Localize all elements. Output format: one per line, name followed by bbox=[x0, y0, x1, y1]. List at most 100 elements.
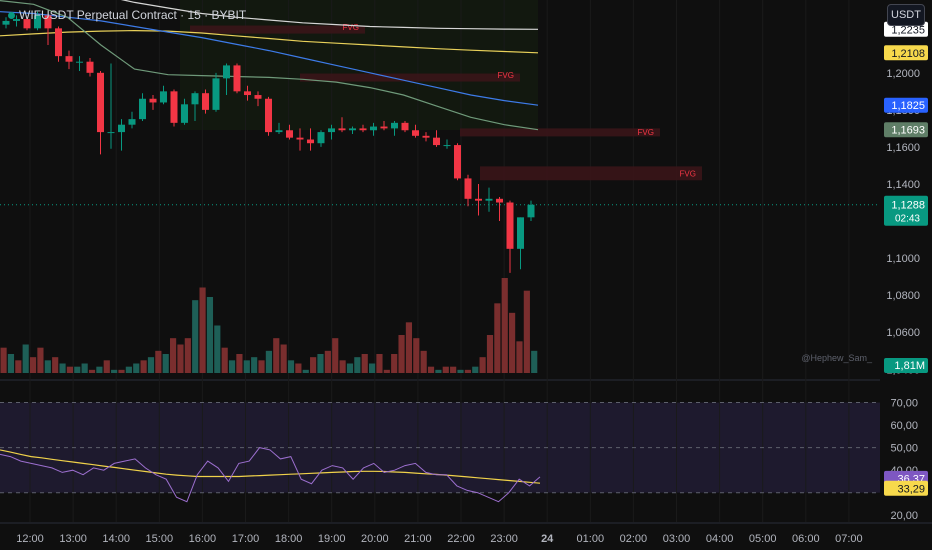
price-tick: 1,1600 bbox=[886, 142, 920, 154]
fvg-zone bbox=[460, 128, 660, 137]
time-tick: 13:00 bbox=[59, 533, 87, 545]
volume-bar bbox=[287, 360, 295, 373]
moving-averages bbox=[0, 0, 539, 131]
price-tick: 1,1000 bbox=[886, 253, 920, 265]
candle-body bbox=[412, 130, 419, 136]
candle-body bbox=[223, 65, 230, 79]
candle-body bbox=[527, 204, 535, 218]
candle-body bbox=[286, 130, 293, 138]
volume-bar bbox=[273, 338, 280, 373]
volume-bar bbox=[133, 363, 140, 373]
candle-body bbox=[475, 198, 482, 201]
price-axis[interactable]: 1,20001,18001,16001,14001,10001,08001,06… bbox=[880, 0, 932, 522]
candle-body bbox=[233, 65, 241, 92]
ma-line-yellow bbox=[0, 29, 539, 54]
candle-body bbox=[328, 128, 335, 133]
time-tick: 22:00 bbox=[447, 533, 475, 545]
last-price-tag: 1,1288 bbox=[891, 200, 925, 212]
ma-line-blue bbox=[0, 11, 539, 106]
volume-bar bbox=[52, 357, 59, 373]
chart-title[interactable]: WIFUSDT Perpetual Contract · 15 · BYBIT bbox=[8, 8, 246, 22]
volume-bar bbox=[413, 338, 420, 373]
fvg-label: FVG bbox=[638, 128, 654, 137]
price-tag: 1,1825 bbox=[891, 100, 925, 112]
volume-bar bbox=[155, 350, 162, 373]
rsi-tick: 60,00 bbox=[890, 420, 918, 432]
volume-tag: 1,81M bbox=[894, 360, 925, 372]
volume-bar bbox=[140, 360, 147, 373]
currency-button[interactable]: USDT bbox=[887, 4, 925, 26]
candlesticks[interactable] bbox=[2, 11, 535, 273]
volume-bar bbox=[368, 363, 376, 373]
volume-bar bbox=[464, 369, 471, 373]
fvg-label: FVG bbox=[498, 71, 514, 80]
rsi-ma-line bbox=[0, 449, 541, 484]
volume-bar bbox=[457, 369, 464, 373]
candle-body bbox=[65, 56, 73, 62]
volume-bar bbox=[37, 347, 44, 373]
volume-bar bbox=[420, 350, 427, 373]
ma-band-shade bbox=[180, 0, 538, 130]
volume-bar bbox=[376, 354, 383, 373]
volume-bar bbox=[251, 357, 258, 373]
volume-bar bbox=[391, 354, 398, 373]
volume-bar bbox=[96, 366, 103, 373]
volume-bar bbox=[214, 325, 221, 373]
time-tick: 03:00 bbox=[663, 533, 691, 545]
candle-body bbox=[107, 132, 115, 134]
volume-bar bbox=[236, 354, 243, 373]
volume-bar bbox=[516, 341, 523, 373]
volume-bar bbox=[206, 297, 214, 373]
volume-bar bbox=[509, 312, 516, 373]
time-tick: 18:00 bbox=[275, 533, 303, 545]
rsi-tick: 20,00 bbox=[890, 510, 918, 522]
candle-body bbox=[44, 15, 52, 29]
time-tick: 16:00 bbox=[189, 533, 217, 545]
volume-bar bbox=[7, 354, 15, 373]
candle-body bbox=[244, 91, 251, 96]
volume-bar bbox=[221, 347, 228, 373]
candle-body bbox=[443, 145, 451, 147]
price-tag: 1,2108 bbox=[891, 48, 925, 60]
volume-bar bbox=[427, 366, 435, 373]
time-tick: 14:00 bbox=[102, 533, 130, 545]
volume-bar bbox=[44, 360, 51, 373]
candle-body bbox=[454, 145, 461, 179]
time-tick: 24 bbox=[541, 533, 554, 545]
candle-body bbox=[496, 198, 503, 203]
time-axis[interactable]: 12:00 13:00 14:00 15:00 16:00 17:00 18:00 19:00… bbox=[0, 522, 932, 545]
fvg-zone bbox=[300, 73, 520, 82]
price-axis-bg bbox=[880, 0, 932, 522]
fvg-label: FVG bbox=[680, 169, 696, 178]
volume-bar bbox=[103, 360, 110, 373]
candle-body bbox=[307, 139, 314, 144]
candle-body bbox=[265, 98, 272, 133]
volume-bar bbox=[265, 350, 272, 373]
candle-body bbox=[338, 128, 346, 131]
fvg-zone bbox=[480, 166, 702, 181]
volume-bar bbox=[111, 369, 118, 373]
candle-body bbox=[433, 137, 440, 146]
volume-bar bbox=[472, 366, 479, 373]
volume-bar bbox=[486, 335, 494, 373]
time-tick: 02:00 bbox=[620, 533, 648, 545]
candle-body bbox=[349, 128, 356, 131]
candle-body bbox=[517, 217, 524, 249]
candle-body bbox=[55, 28, 62, 57]
candle-body bbox=[254, 95, 262, 99]
candle-body bbox=[212, 78, 220, 110]
candle-body bbox=[97, 72, 104, 133]
candle-body bbox=[23, 19, 31, 29]
fvg-label: FVG bbox=[343, 23, 359, 32]
grid-lines bbox=[0, 0, 880, 522]
time-tick: 23:00 bbox=[490, 533, 518, 545]
candle-body bbox=[506, 202, 514, 249]
volume-bar bbox=[66, 366, 73, 373]
candle-body bbox=[401, 122, 409, 131]
rsi-pane[interactable] bbox=[0, 447, 541, 503]
time-tick: 01:00 bbox=[577, 533, 605, 545]
candle-body bbox=[485, 198, 493, 201]
price-tick: 1,0600 bbox=[886, 327, 920, 339]
volume-bar bbox=[479, 357, 486, 373]
